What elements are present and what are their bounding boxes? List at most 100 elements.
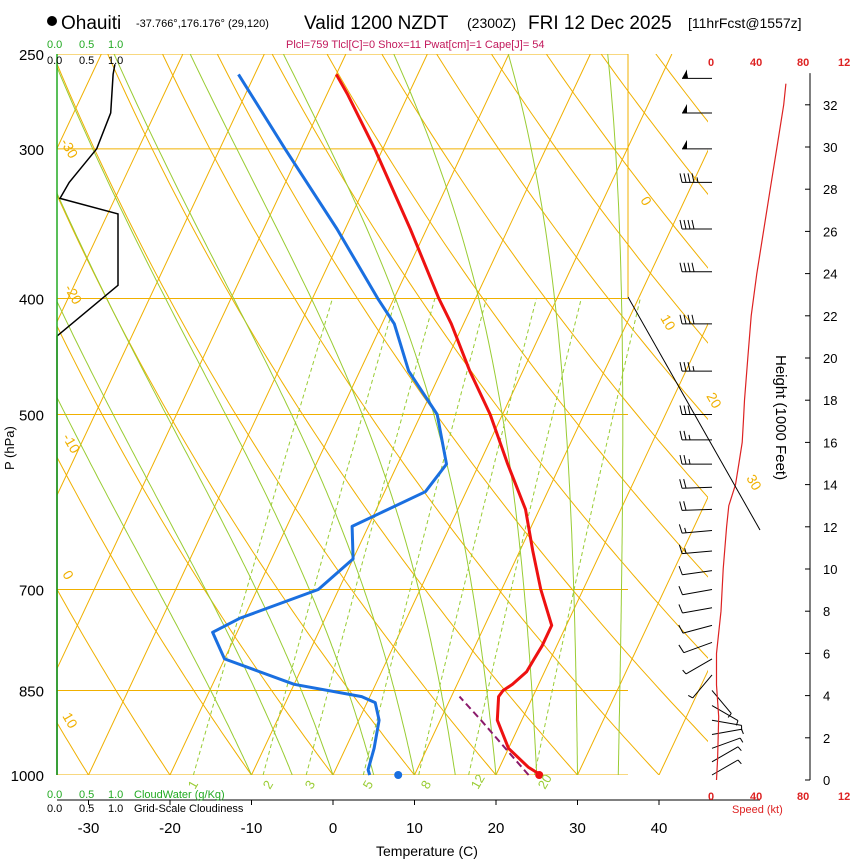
moist-adiabat--10 — [57, 396, 252, 775]
barb-staff — [711, 737, 741, 749]
sounding-profiles — [211, 73, 554, 779]
forecast-date: FRI 12 Dec 2025 — [528, 13, 672, 34]
barb-full — [679, 173, 683, 183]
barb-staff — [683, 641, 713, 654]
speed-tick-bottom-2: 80 — [797, 791, 809, 803]
barb-full — [683, 314, 687, 324]
height-label-20: 20 — [823, 351, 837, 366]
barb-staff — [682, 508, 713, 511]
wind-barb — [682, 139, 712, 150]
barb-full — [679, 479, 683, 489]
barb-full — [678, 585, 683, 595]
barb-full — [679, 219, 683, 230]
barb-full — [678, 524, 683, 534]
barb-flag — [682, 139, 687, 149]
wind-barbs — [678, 69, 744, 776]
isotherm-30 — [577, 496, 708, 775]
adiabat-label-2: -10 — [59, 431, 83, 457]
height-label-0: 0 — [823, 773, 830, 788]
barb-full — [683, 362, 687, 372]
mixing-ratio-5 — [362, 298, 487, 775]
barb-staff — [682, 589, 713, 596]
adiabat-label-4: 10 — [59, 710, 81, 732]
barb-full — [683, 219, 687, 230]
sounding-params: Plcl=759 Tlcl[C]=0 Shox=11 Pwat[cm]=1 Ca… — [286, 39, 545, 51]
barb-full — [691, 262, 695, 272]
height-label-12: 12 — [823, 520, 837, 535]
barb-half — [727, 713, 732, 718]
barb-full — [679, 362, 683, 372]
barb-staff — [682, 624, 713, 634]
pressure-label-400: 400 — [19, 291, 44, 308]
wind-speed-profile — [715, 83, 787, 781]
dry-adiabat-30 — [107, 54, 579, 775]
height-label-6: 6 — [823, 646, 830, 661]
parcel-line — [458, 695, 530, 776]
y-axis-title: P (hPa) — [2, 426, 17, 470]
x-axis-title: Temperature (C) — [376, 843, 478, 859]
adiabat-label-8: 30 — [743, 472, 765, 494]
speed-tick-bottom-0: 0 — [708, 791, 714, 803]
barb-staff — [682, 550, 713, 555]
barb-half — [686, 73, 689, 79]
barb-staff — [711, 690, 732, 714]
barb-full — [687, 173, 691, 183]
moist-adiabat-10 — [113, 54, 415, 775]
x-label-0: 0 — [329, 820, 337, 837]
dry-adiabat--10 — [57, 456, 253, 775]
speed-tick-top-0: 0 — [708, 57, 714, 69]
wind-barb — [679, 430, 712, 441]
height-label-24: 24 — [823, 267, 837, 282]
barb-staff — [711, 746, 739, 763]
barb-half — [688, 695, 693, 699]
mixing-ratio-3 — [305, 298, 436, 775]
barb-full — [678, 544, 683, 554]
wind-barb — [711, 737, 744, 749]
barb-flag — [682, 103, 687, 113]
speed-tick-bottom-1: 40 — [750, 791, 762, 803]
dry-adiabat-50 — [216, 54, 708, 743]
moist-adiabat-25 — [393, 54, 538, 775]
height-label-10: 10 — [823, 562, 837, 577]
cloudwater-tick-top-1: 0.5 — [79, 39, 94, 51]
wind-barb — [679, 173, 712, 183]
dry-adiabat-0 — [57, 324, 334, 775]
wind-speed-line — [715, 83, 787, 781]
x-label--20: -20 — [159, 820, 181, 837]
wind-barb — [679, 454, 712, 465]
dewpoint-line — [211, 73, 448, 776]
dry-adiabat--20 — [57, 588, 171, 775]
barb-half — [737, 746, 742, 751]
pressure-label-250: 250 — [19, 47, 44, 64]
barb-full — [687, 314, 691, 324]
mixing-label-12: 12 — [468, 771, 488, 791]
isotherm--10 — [251, 54, 591, 775]
wind-barb — [711, 728, 744, 735]
moist-adiabat-0 — [57, 191, 334, 775]
cloudiness-profile — [56, 64, 119, 775]
barb-full — [679, 430, 683, 440]
barb-half — [735, 720, 739, 726]
height-label-26: 26 — [823, 224, 837, 239]
cloudiness-tick-bottom-0: 0.0 — [47, 803, 62, 815]
height-label-14: 14 — [823, 478, 837, 493]
barb-full — [683, 430, 687, 440]
wind-barb — [711, 746, 742, 763]
cloudiness-line — [56, 64, 119, 775]
mixing-label-5: 5 — [360, 778, 377, 792]
dry-adiabat-110 — [545, 54, 708, 269]
speed-axis-label: Speed (kt) — [732, 804, 783, 816]
valid-time: Valid 1200 NZDT — [304, 13, 449, 34]
barb-half — [737, 759, 742, 765]
barb-half — [739, 737, 744, 743]
speed-tick-top-2: 80 — [797, 57, 809, 69]
wind-barb — [688, 674, 713, 699]
dry-adiabat-100 — [490, 54, 708, 344]
dry-adiabat-70 — [326, 54, 708, 578]
moist-adiabat-15 — [189, 54, 456, 775]
cloudiness-label: Grid-Scale Cloudiness — [134, 803, 244, 815]
barb-full — [678, 565, 683, 575]
moist-adiabat-35 — [607, 54, 624, 775]
isotherm--50 — [57, 54, 265, 497]
x-label-40: 40 — [651, 820, 668, 837]
